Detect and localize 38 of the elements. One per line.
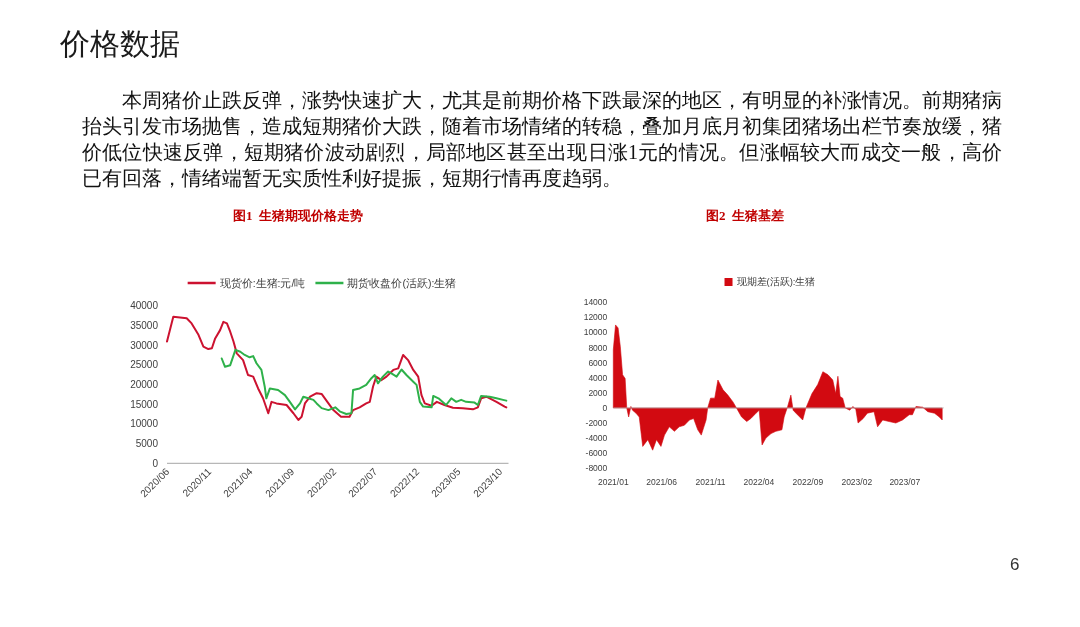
x-tick-label: 2023/02 <box>841 477 873 488</box>
x-tick-label: 2022/09 <box>792 477 824 488</box>
y-tick-label: 2000 <box>588 387 608 398</box>
chart-title: 图2 生猪基差 <box>706 208 784 223</box>
y-tick-label: 4000 <box>588 372 608 383</box>
y-tick-label: -2000 <box>585 418 608 428</box>
y-tick-label: 14000 <box>583 297 608 308</box>
y-tick-label: 30000 <box>130 339 159 351</box>
y-tick-label: 40000 <box>130 300 159 312</box>
line-series <box>166 315 508 421</box>
y-tick-label: 10000 <box>583 327 608 338</box>
y-tick-label: 25000 <box>130 359 159 371</box>
y-tick-label: 5000 <box>135 438 159 450</box>
y-tick-label: 6000 <box>588 357 608 368</box>
y-tick-label: 0 <box>602 402 608 413</box>
y-tick-label: -6000 <box>585 448 608 459</box>
y-tick-label: 35000 <box>130 319 159 331</box>
legend-label: 现货价:生猪:元/吨 <box>219 276 306 289</box>
text: 6 <box>1010 555 1020 575</box>
y-tick-label: 20000 <box>130 379 159 390</box>
x-tick-label: 2021/01 <box>597 477 629 488</box>
y-tick-label: 15000 <box>130 398 159 410</box>
chart-title: 图1 生猪期现价格走势 <box>233 208 363 223</box>
line-series <box>220 348 508 416</box>
text: 本周猪价止跌反弹，涨势快速扩大，尤其是前期价格下跌最深的地区，有明显的补涨情况。前期猪病抬头引发市场抛售，造成短期猪价大跌，随着市场情绪的转稳，叠加月底月初集团猪场出栏节奏放缓，猪价低位快速反弹，短期猪价波动剧烈，局部地区甚至出现日涨1元的情况。但涨幅较大而成交一般，高价已有回落，情绪端暂无实质性利好提振，短期行情再度趋弱。 <box>82 88 1002 191</box>
legend-label: 现期差(活跃):生猪 <box>736 276 816 288</box>
x-tick-label: 2021/06 <box>646 477 678 488</box>
legend-label: 期货收盘价(活跃):生猪 <box>347 276 457 289</box>
x-tick-label: 2021/11 <box>695 477 726 488</box>
y-tick-label: 12000 <box>583 312 608 323</box>
y-tick-label: 0 <box>152 457 159 469</box>
x-tick-label: 2023/07 <box>889 477 921 488</box>
x-tick-label: 2022/04 <box>743 477 775 488</box>
y-tick-label: 10000 <box>130 418 159 430</box>
y-tick-label: 8000 <box>588 342 608 353</box>
y-tick-label: -8000 <box>585 463 608 474</box>
text: 价格数据 <box>60 26 180 62</box>
y-tick-label: -4000 <box>585 433 608 444</box>
